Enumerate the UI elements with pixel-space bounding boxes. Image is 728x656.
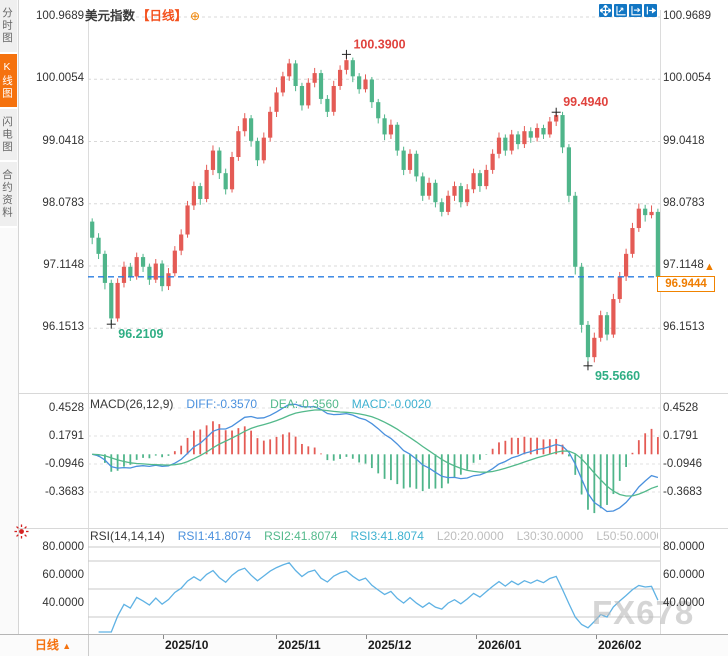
macd-value: MACD:-0.0020 [351, 397, 432, 411]
macd-axis-label: -0.3683 [663, 486, 703, 498]
svg-text:100.3900: 100.3900 [353, 37, 405, 51]
x-axis-date: 2025/10 [165, 638, 209, 652]
price-axis-label: 100.9689 [663, 10, 711, 22]
macd-panel[interactable] [88, 396, 660, 526]
x-axis-date: 2026/01 [478, 638, 522, 652]
price-axis-label: 98.0783 [663, 196, 705, 209]
price-axis-label: 96.1513 [42, 321, 84, 334]
month-tick [163, 635, 164, 639]
rsi-axis-label: 80.0000 [663, 541, 705, 553]
price-direction-arrow: ▲ [704, 261, 715, 273]
month-tick [596, 635, 597, 639]
candlestick-chart[interactable]: 100.3900 99.4940 96.2109 95.5660 [88, 10, 660, 392]
zoom-fit-horizontal-icon[interactable] [614, 4, 627, 17]
month-tick [366, 635, 367, 639]
jump-to-latest-icon[interactable] [644, 4, 657, 17]
instrument-title: 美元指数 [85, 9, 136, 23]
svg-text:99.4940: 99.4940 [563, 95, 608, 109]
month-tick [476, 635, 477, 639]
price-axis-label: 99.0418 [663, 134, 705, 147]
price-axis-label: 98.0783 [42, 196, 84, 209]
live-indicator-icon[interactable] [14, 524, 29, 544]
rsi-axis-label: 40.0000 [42, 597, 84, 609]
rsi-axis-label: 40.0000 [663, 597, 705, 609]
macd-axis-label: -0.0946 [44, 458, 84, 470]
sidebar-tab-3[interactable]: 闪电图 [0, 108, 17, 162]
time-axis-bar: 日线 ▲ 2025/10 2025/11 2025/12 2026/01 2026/02 [0, 634, 728, 656]
sidebar-tab-2[interactable]: K线图 [0, 53, 17, 109]
period-selector-arrow: ▲ [62, 641, 72, 651]
rsi-axis-label: 60.0000 [42, 569, 84, 581]
sidebar-tab-4[interactable]: 合约资料 [0, 162, 17, 228]
macd-rsi-separator [18, 528, 728, 529]
svg-text:96.2109: 96.2109 [118, 327, 163, 341]
period-tag: 【日线】 [137, 9, 188, 23]
rsi-value: L50:50.0000 [596, 529, 658, 543]
macd-axis-label: 0.4528 [48, 402, 84, 414]
macd-axis-label: 0.1791 [48, 430, 84, 442]
add-overlay-icon[interactable]: ⊕ [190, 9, 201, 23]
rsi-value: L20:20.0000 [436, 529, 504, 543]
chart-title-bar: 美元指数 【日线】 ⊕ [85, 5, 201, 23]
x-axis-date: 2025/12 [368, 638, 412, 652]
rsi-label: RSI(14,14,14) [90, 529, 165, 543]
rsi-header: RSI(14,14,14) RSI1:41.8074 RSI2:41.8074 RSI… [90, 529, 658, 543]
sidebar: 分时图 K线图 闪电图 合约资料 [0, 0, 19, 656]
period-selector-label: 日线 [34, 638, 59, 652]
rsi-value: RSI2:41.8074 [264, 529, 338, 543]
plot-right-border [660, 10, 661, 634]
macd-value: DEA:-0.3560 [270, 397, 339, 411]
period-selector[interactable]: 日线 ▲ [18, 635, 89, 656]
price-axis-label: 100.0054 [36, 72, 84, 85]
month-tick [276, 635, 277, 639]
price-axis-label: 100.0054 [663, 72, 711, 85]
rsi-value: RSI1:41.8074 [177, 529, 252, 543]
plot-left-border [88, 10, 89, 634]
rsi-value: L30:30.0000 [516, 529, 584, 543]
price-axis-label: 100.9689 [36, 10, 84, 22]
rsi-axis-label: 80.0000 [42, 541, 84, 553]
svg-text:95.5660: 95.5660 [595, 369, 640, 383]
macd-value: DIFF:-0.3570 [186, 397, 258, 411]
rsi-panel[interactable] [88, 532, 660, 634]
macd-axis-label: -0.3683 [44, 486, 84, 498]
current-price-badge: 96.9444 [657, 276, 715, 292]
price-axis-label: 99.0418 [42, 134, 84, 147]
fx678-watermark: FX678 [592, 594, 695, 631]
rsi-axis-label: 60.0000 [663, 569, 705, 581]
macd-header: MACD(26,12,9) DIFF:-0.3570 DEA:-0.3560 MACD… [90, 397, 658, 411]
macd-label: MACD(26,12,9) [90, 397, 174, 411]
price-axis-label: 97.1148 [663, 259, 704, 271]
main-macd-separator [18, 393, 728, 394]
macd-axis-label: 0.1791 [663, 430, 699, 442]
x-axis-date: 2025/11 [278, 638, 321, 652]
x-axis-date: 2026/02 [598, 638, 642, 652]
zoom-fit-vertical-icon[interactable] [629, 4, 642, 17]
rsi-value: RSI3:41.8074 [350, 529, 424, 543]
chart-toolbar [599, 4, 657, 17]
macd-axis-label: -0.0946 [663, 458, 703, 470]
crosshair-move-icon[interactable] [599, 4, 612, 17]
price-axis-label: 96.1513 [663, 321, 705, 334]
macd-axis-label: 0.4528 [663, 402, 699, 414]
price-axis-label: 97.1148 [43, 259, 84, 271]
sidebar-tab-1[interactable]: 分时图 [0, 0, 17, 54]
